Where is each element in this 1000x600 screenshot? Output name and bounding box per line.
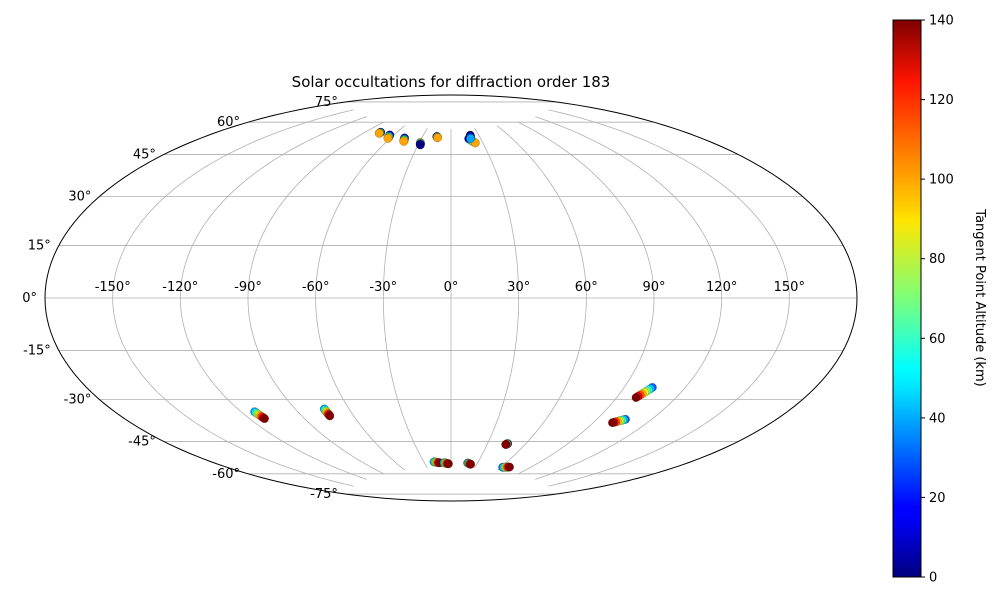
colorbar-ticks: 0 20 40 60 80 100 120 140 bbox=[921, 14, 954, 586]
colorbar-label: Tangent Point Altitude (km) bbox=[972, 208, 987, 386]
y-tick-label: -75° bbox=[310, 487, 338, 502]
x-tick-label: -30° bbox=[369, 280, 397, 295]
map-outline bbox=[44, 94, 858, 502]
y-tick-label: 30° bbox=[68, 190, 91, 205]
x-tick-label: 60° bbox=[575, 280, 598, 295]
x-tick-label: -90° bbox=[234, 280, 262, 295]
colorbar-tick-label: 60 bbox=[929, 332, 946, 347]
y-tick-label: 15° bbox=[28, 239, 51, 254]
x-tick-label: -150° bbox=[95, 280, 131, 295]
y-tick-label: -60° bbox=[212, 467, 240, 482]
colorbar-tick-label: 120 bbox=[929, 93, 954, 108]
occultation-point bbox=[433, 133, 442, 143]
y-tick-label: 0° bbox=[22, 291, 37, 306]
x-tick-label: 0° bbox=[444, 280, 459, 295]
occultation-point bbox=[325, 411, 335, 421]
colorbar-tick-label: 40 bbox=[929, 411, 946, 426]
colorbar-tick-label: 0 bbox=[929, 571, 937, 586]
graticule bbox=[45, 101, 857, 495]
occultation-point bbox=[631, 393, 641, 403]
x-tick-label: 30° bbox=[507, 280, 530, 295]
occultation-point bbox=[374, 128, 384, 138]
occultation-point bbox=[260, 414, 269, 424]
occultation-point bbox=[383, 133, 393, 143]
x-tick-label: 150° bbox=[774, 280, 805, 295]
y-tick-label: -45° bbox=[128, 435, 156, 450]
x-tick-label: -60° bbox=[302, 280, 330, 295]
colorbar-tick-label: 100 bbox=[929, 173, 954, 188]
occultation-point bbox=[415, 140, 425, 150]
x-tick-label: 90° bbox=[642, 280, 665, 295]
x-tick-label: 120° bbox=[706, 280, 737, 295]
colorbar-gradient bbox=[892, 19, 922, 578]
y-tick-label: -15° bbox=[23, 344, 51, 359]
colorbar-tick-label: 80 bbox=[929, 252, 946, 267]
occultation-point bbox=[608, 418, 617, 428]
tick-labels: -150° -120° -90° -60° -30° 0° 30° 60° 90° 120° 150… bbox=[22, 95, 805, 502]
x-tick-label: -120° bbox=[162, 280, 198, 295]
scatter-points bbox=[250, 127, 657, 472]
y-tick-label: 60° bbox=[217, 115, 240, 130]
occultation-point bbox=[505, 462, 514, 472]
colorbar-tick-label: 140 bbox=[929, 14, 954, 29]
occultation-point bbox=[466, 134, 476, 144]
occultation-point bbox=[443, 459, 453, 469]
y-tick-label: -30° bbox=[64, 393, 92, 408]
colorbar: 0 20 40 60 80 100 120 140 Tangent Point Altitud… bbox=[892, 14, 987, 586]
colorbar-tick-label: 20 bbox=[929, 491, 946, 506]
y-tick-label: 45° bbox=[133, 148, 156, 163]
occultation-point bbox=[501, 440, 511, 450]
chart-title: Solar occultations for diffraction order… bbox=[292, 73, 611, 91]
occultation-point bbox=[466, 459, 476, 469]
y-tick-label: 75° bbox=[315, 95, 338, 110]
occultation-point bbox=[399, 136, 409, 146]
